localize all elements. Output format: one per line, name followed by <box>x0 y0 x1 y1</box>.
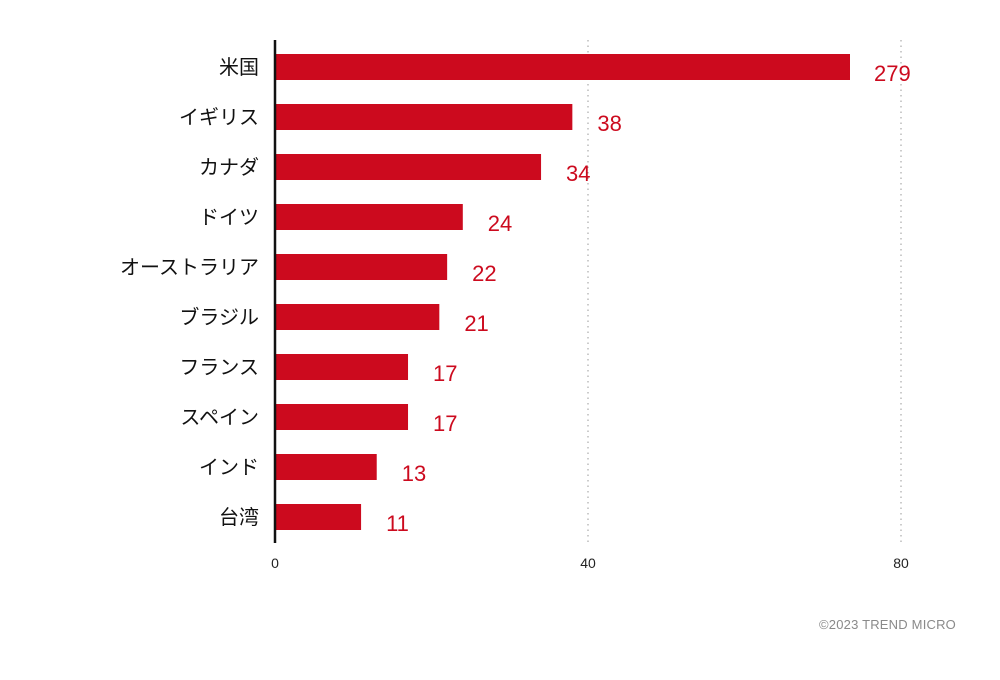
value-labels: 279 38 34 24 22 21 17 17 13 11 <box>386 61 911 536</box>
bar-9 <box>275 504 362 530</box>
value-label: 22 <box>472 261 496 286</box>
bar-6 <box>275 354 409 380</box>
x-tick-label: 80 <box>893 555 909 571</box>
category-label: インド <box>199 455 259 479</box>
value-label: 13 <box>402 461 426 486</box>
category-label: オーストラリア <box>120 255 259 279</box>
value-label: 38 <box>597 111 621 136</box>
x-tick-labels: 0 40 80 <box>271 555 909 571</box>
value-label: 24 <box>488 211 512 236</box>
copyright-credit: ©2023 TREND MICRO <box>819 617 956 632</box>
category-label: スペイン <box>180 405 259 429</box>
category-label: ドイツ <box>199 205 259 229</box>
value-label: 11 <box>386 511 409 536</box>
category-label: ブラジル <box>179 305 259 329</box>
bar-7 <box>275 404 409 430</box>
category-label: 米国 <box>219 55 259 79</box>
bar-2 <box>275 154 542 180</box>
x-tick-label: 40 <box>580 555 596 571</box>
bar-0 <box>275 54 850 80</box>
category-label: カナダ <box>199 155 259 179</box>
value-label: 279 <box>874 61 911 86</box>
bar-4 <box>275 254 448 280</box>
x-tick-label: 0 <box>271 555 279 571</box>
gridlines <box>587 40 902 543</box>
value-label: 21 <box>464 311 488 336</box>
value-label: 17 <box>433 411 457 436</box>
category-label: 台湾 <box>219 505 259 529</box>
value-label: 17 <box>433 361 457 386</box>
category-label: フランス <box>179 355 259 379</box>
bar-3 <box>275 204 463 230</box>
bar-8 <box>275 454 377 480</box>
value-label: 34 <box>566 161 590 186</box>
category-label: イギリス <box>179 105 259 129</box>
bar-5 <box>275 304 440 330</box>
bar-1 <box>275 104 573 130</box>
bars <box>275 54 850 530</box>
